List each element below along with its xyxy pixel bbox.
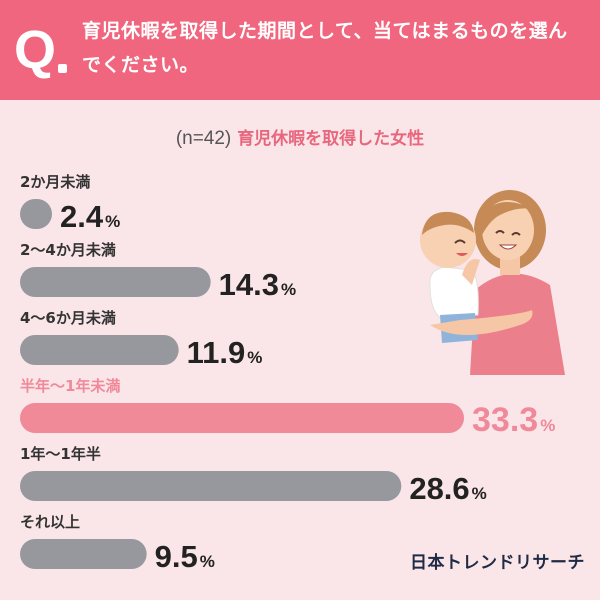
bar	[20, 199, 52, 229]
value-label: 14.3%	[219, 267, 296, 302]
bar	[20, 335, 179, 365]
bar	[20, 471, 402, 501]
value-label: 2.4%	[60, 199, 120, 234]
value-label: 28.6%	[409, 471, 486, 506]
bar	[20, 539, 147, 569]
question-dot	[58, 64, 67, 73]
mother-baby-illustration	[420, 190, 565, 375]
sample-size: (n=42)	[175, 128, 232, 149]
category-label: 1年〜1年半	[20, 445, 101, 463]
bar	[20, 267, 211, 297]
respondent-group: 育児休暇を取得した女性	[237, 129, 425, 149]
bar	[20, 403, 464, 433]
category-label: それ以上	[20, 513, 80, 531]
value-label: 33.3%	[472, 401, 555, 439]
category-label: 4〜6か月未満	[20, 309, 116, 327]
chart-subtitle: (n=42) 育児休暇を取得した女性	[0, 124, 600, 150]
category-label: 2〜4か月未満	[20, 241, 116, 259]
question-mark: Q	[14, 20, 57, 80]
brand-logo-text: 日本トレンドリサーチ	[410, 553, 585, 573]
value-label: 9.5%	[155, 539, 215, 574]
question-text: 育児休暇を取得した期間として、当てはまるものを選んでください。	[82, 20, 568, 76]
category-label: 半年〜1年未満	[20, 377, 120, 395]
value-label: 11.9%	[187, 335, 263, 370]
category-label: 2か月未満	[20, 173, 90, 191]
question-header: Q 育児休暇を取得した期間として、当てはまるものを選んでください。	[0, 0, 600, 100]
